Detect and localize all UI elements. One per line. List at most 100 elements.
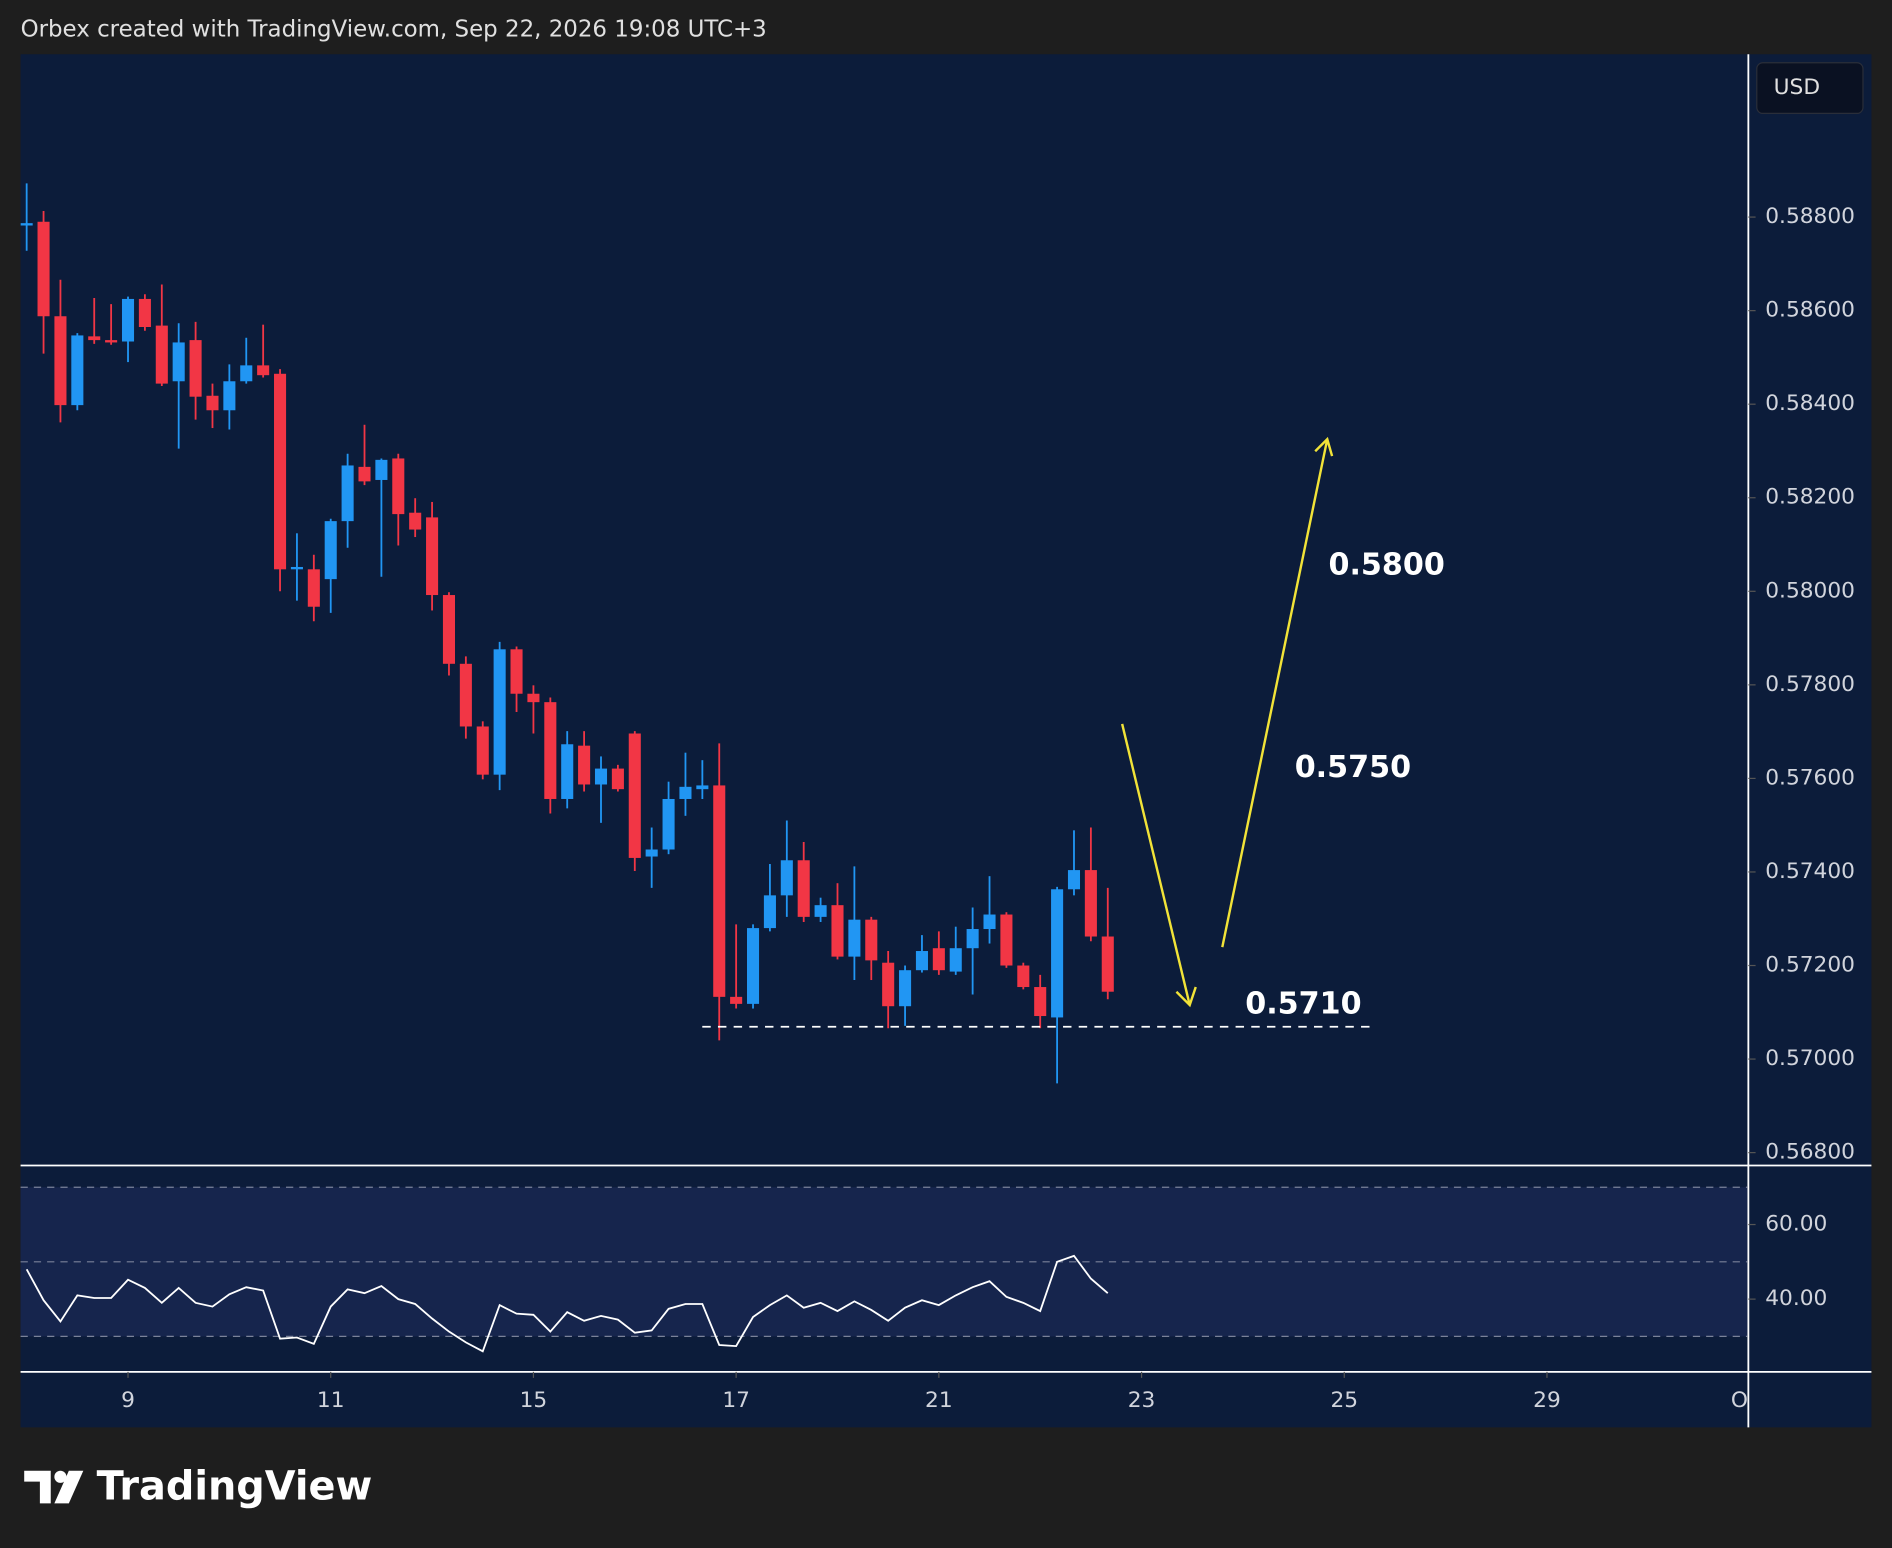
candle-body <box>138 298 151 328</box>
candle-body <box>105 340 118 343</box>
x-tick-label: 17 <box>722 1388 750 1413</box>
candle-body <box>831 905 844 957</box>
candle-body <box>1000 914 1013 966</box>
candle-body <box>172 342 185 382</box>
candle-body <box>899 970 912 1007</box>
y-tick-label: 0.58600 <box>1765 298 1855 323</box>
support-label: 0.5710 <box>1245 987 1361 1022</box>
candle-body <box>358 466 371 482</box>
y-tick-label: 0.58000 <box>1765 578 1855 603</box>
candle-body <box>746 928 760 1004</box>
arrow-head <box>1314 436 1334 457</box>
candle-body <box>375 459 388 480</box>
candle-body <box>510 649 523 694</box>
candle-body <box>544 702 557 799</box>
x-tick-label: 21 <box>925 1388 953 1413</box>
candle-body <box>814 905 827 917</box>
y-tick-label: 60.00 <box>1765 1212 1827 1237</box>
attribution: Orbex created with TradingView.com, Sep … <box>21 17 767 43</box>
candle-body <box>1017 965 1030 988</box>
candle-body <box>983 914 996 930</box>
candle-body <box>611 768 624 790</box>
y-tick-label: 0.58200 <box>1765 485 1855 510</box>
currency-button[interactable] <box>1756 62 1864 115</box>
candle-body <box>865 919 878 961</box>
candle-body <box>307 569 320 607</box>
candle-body <box>679 786 692 799</box>
y-tick-label: 0.57800 <box>1765 672 1855 697</box>
candle-body <box>223 381 236 411</box>
candle-body <box>409 512 422 530</box>
candle-body <box>392 458 405 515</box>
target-label: 0.5750 <box>1295 750 1411 785</box>
target-label: 0.5800 <box>1328 547 1444 582</box>
candle-body <box>54 316 67 406</box>
x-tick-label: Oct <box>1731 1388 1769 1413</box>
currency-label: USD <box>1774 75 1820 100</box>
x-axis: 9 11 15 17 21 23 25 29 Oct <box>121 1371 1769 1413</box>
candle-body <box>578 745 591 785</box>
logo-mark <box>54 1470 84 1504</box>
projection-arrows <box>1120 436 1334 1008</box>
candle-body <box>71 335 84 406</box>
y-tick-label: 0.56800 <box>1765 1140 1855 1165</box>
x-tick-label: 25 <box>1330 1388 1358 1413</box>
candle-body <box>848 919 861 957</box>
x-tick-label: 9 <box>121 1388 135 1413</box>
candle-body <box>324 521 337 580</box>
arrow-head <box>1175 986 1197 1008</box>
candle-body <box>442 595 456 664</box>
candle-body <box>780 860 793 896</box>
candle-body <box>730 996 743 1004</box>
x-tick-label: 23 <box>1128 1388 1156 1413</box>
candle-body <box>1067 870 1081 890</box>
x-tick-label: 15 <box>520 1388 548 1413</box>
candle-body <box>763 895 776 929</box>
candle-body <box>341 465 354 522</box>
candle-body <box>290 566 303 570</box>
candle-body <box>20 223 33 226</box>
candle-body <box>476 726 489 775</box>
logo: TradingView <box>24 1463 372 1509</box>
candle-body <box>121 298 135 342</box>
arrow-down <box>1120 723 1191 1006</box>
candle-body <box>915 951 928 971</box>
candle-body <box>645 849 658 857</box>
candle-body <box>594 768 608 785</box>
candle-body <box>240 365 253 382</box>
y-tick-label: 0.58800 <box>1765 204 1855 229</box>
logo-mark <box>24 1470 51 1504</box>
candle-body <box>206 395 219 411</box>
y-tick-label: 0.57400 <box>1765 859 1855 884</box>
candle-body <box>797 860 810 917</box>
rsi-line <box>25 1254 1109 1353</box>
candle-body <box>88 336 101 341</box>
candle-body <box>527 693 540 703</box>
candle-body <box>426 517 439 596</box>
candle-body <box>257 365 270 376</box>
x-tick-label: 29 <box>1533 1388 1561 1413</box>
marks <box>20 183 1114 1353</box>
logo-text: TradingView <box>97 1463 373 1509</box>
arrow-up <box>1221 438 1329 948</box>
x-tick-label: 11 <box>317 1388 345 1413</box>
candle-body <box>1034 987 1047 1017</box>
candle-body <box>561 744 574 799</box>
candle-body <box>493 649 506 775</box>
candle-body <box>189 340 202 397</box>
candle-body <box>949 948 962 972</box>
candle-body <box>696 785 709 790</box>
candle-body <box>1101 936 1114 992</box>
y-tick-label: 40.00 <box>1765 1286 1827 1311</box>
rsi-pane <box>20 1186 1748 1338</box>
candle-body <box>882 962 895 1007</box>
y-tick-label: 0.57200 <box>1765 953 1855 978</box>
candle-body <box>1084 870 1097 937</box>
candle-body <box>274 373 287 570</box>
candle-body <box>628 733 641 858</box>
candle-body <box>37 221 50 317</box>
candle-body <box>662 798 675 850</box>
candle-body <box>713 785 726 997</box>
candle-body <box>155 325 168 384</box>
